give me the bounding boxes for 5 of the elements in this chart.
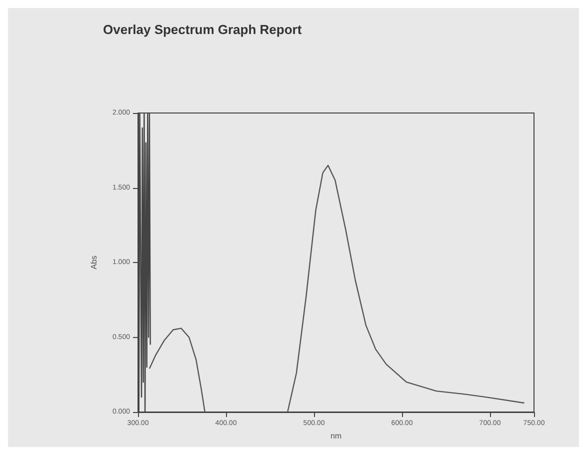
x-axis-title: nm xyxy=(330,431,342,440)
y-axis-title: Abs xyxy=(90,256,98,270)
line-series xyxy=(287,164,525,413)
chart-title: Overlay Spectrum Graph Report xyxy=(103,22,302,37)
line-series xyxy=(148,328,206,413)
